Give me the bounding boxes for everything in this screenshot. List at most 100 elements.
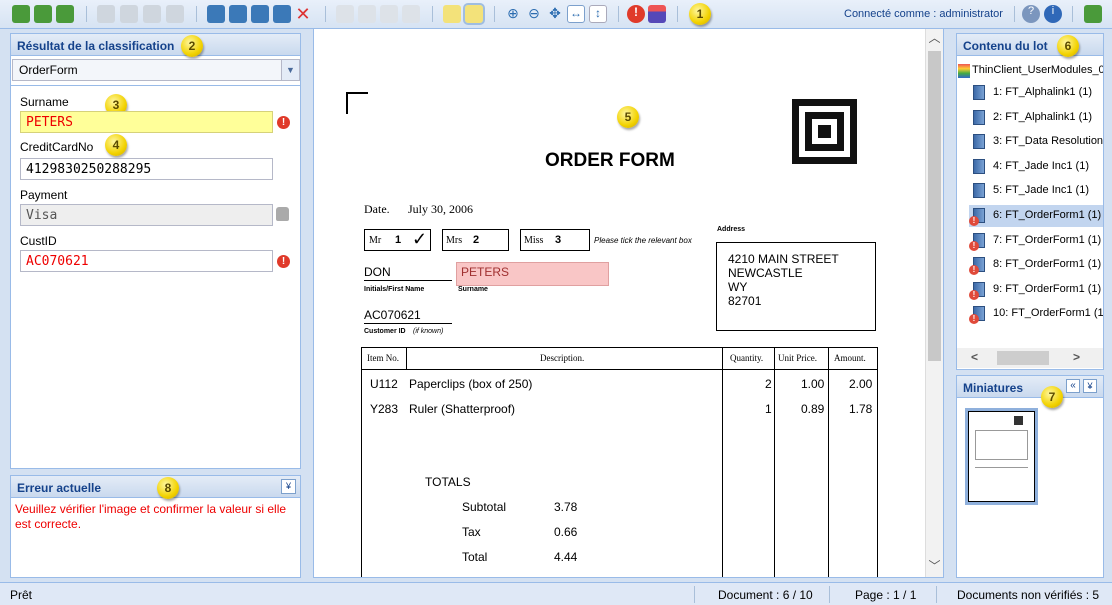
class-select[interactable]: OrderForm ▼ [12, 59, 300, 81]
prev-document-icon[interactable] [229, 5, 247, 23]
col-header: Amount. [834, 353, 866, 363]
cell: 1.00 [801, 377, 825, 391]
batch-open-icon[interactable] [12, 5, 30, 23]
document-icon [973, 85, 985, 100]
batch-close-icon[interactable] [56, 5, 74, 23]
vertical-scrollbar[interactable]: ︿ ﹀ [925, 29, 943, 577]
horizontal-scrollbar[interactable]: < > [957, 348, 1103, 368]
logout-icon[interactable] [1084, 5, 1102, 23]
error-icon: ! [969, 265, 979, 276]
cell: 1.78 [849, 402, 873, 416]
next-document-icon[interactable] [251, 5, 269, 23]
document-icon [973, 134, 985, 150]
first-name-label: Initials/First Name [364, 286, 425, 293]
callout-badge: 8 [157, 477, 179, 499]
tax-value: 0.66 [554, 525, 578, 539]
first-field-icon[interactable] [97, 5, 115, 23]
scrollbar-thumb[interactable] [928, 51, 941, 361]
first-page-icon[interactable] [336, 5, 354, 23]
class-select-value: OrderForm [19, 63, 78, 77]
error-icon: ! [969, 289, 979, 300]
customer-id-label: Customer ID [364, 328, 406, 335]
tree-item-document[interactable]: ! 8: FT_OrderForm1 (1) [969, 254, 1103, 276]
prev-page-icon[interactable] [358, 5, 376, 23]
title-box-mrs: Mrs 2 [442, 229, 509, 251]
zoom-in-icon[interactable]: ⊕ [507, 5, 519, 21]
callout-badge: 5 [617, 106, 639, 128]
chevron-down-icon[interactable]: ▼ [281, 60, 299, 80]
tick-note: Please tick the relevant box [594, 236, 692, 245]
registration-mark [346, 92, 368, 114]
col-header: Description. [540, 353, 585, 363]
zoom-out-icon[interactable]: ⊖ [528, 5, 540, 21]
tree-item-document[interactable]: 4: FT_Jade Inc1 (1) [969, 156, 1103, 178]
filter-icon[interactable] [648, 5, 666, 23]
tax-label: Tax [462, 525, 481, 539]
scroll-right-icon[interactable]: > [1073, 350, 1081, 364]
help-icon[interactable]: ? [1022, 5, 1040, 23]
last-field-icon[interactable] [166, 5, 184, 23]
doc-title: ORDER FORM [545, 150, 675, 171]
address-label: Address [717, 226, 746, 233]
scroll-up-icon[interactable]: ︿ [928, 31, 941, 45]
collapse-left-icon[interactable]: « [1066, 379, 1080, 393]
error-message: Veuillez vérifier l'image et confirmer l… [15, 502, 287, 531]
last-page-icon[interactable] [402, 5, 420, 23]
fit-page-icon[interactable]: ✥ [549, 5, 561, 21]
scrollbar-thumb[interactable] [997, 351, 1049, 365]
tree-item-document[interactable]: 5: FT_Jade Inc1 (1) [969, 180, 1103, 202]
tree-item-document[interactable]: ! 6: FT_OrderForm1 (1) [969, 205, 1103, 227]
page-thumbnail[interactable] [965, 408, 1038, 505]
delete-icon[interactable]: ✕ [295, 4, 311, 24]
cell: Paperclips (box of 250) [409, 377, 533, 391]
error-icon[interactable]: ! [627, 5, 645, 23]
cell: 2 [765, 377, 772, 391]
next-page-icon[interactable] [380, 5, 398, 23]
document-viewer[interactable]: ︿ ﹀ 5 ORDER FORM Date. July 30, 2006 Mr 1… [313, 28, 944, 578]
first-name: DON [364, 265, 391, 279]
current-error-title: Erreur actuelle [11, 476, 300, 498]
batch-root[interactable]: ThinClient_UserModules_0 [957, 64, 1103, 78]
scroll-left-icon[interactable]: < [971, 350, 979, 364]
address-box: 4210 MAIN STREET NEWCASTLE WY 82701 [716, 242, 876, 331]
status-ready: Prêt [10, 588, 33, 602]
tree-item-document[interactable]: ! 7: FT_OrderForm1 (1) [969, 230, 1103, 252]
tree-item-document[interactable]: 3: FT_Data Resolutions [969, 131, 1103, 153]
tree-item-document[interactable]: 1: FT_Alphalink1 (1) [969, 82, 1103, 104]
custid-input[interactable]: AC070621 [20, 250, 273, 272]
creditcard-input[interactable]: 4129830250288295 [20, 158, 273, 180]
customer-id-note: (if known) [413, 328, 444, 335]
batch-suspend-icon[interactable] [34, 5, 52, 23]
surname-label: Surname [20, 95, 69, 109]
cell: U112 [370, 377, 398, 391]
fit-width-icon[interactable]: ↔ [567, 5, 585, 23]
last-document-icon[interactable] [273, 5, 291, 23]
info-icon[interactable]: i [1044, 5, 1062, 23]
scroll-down-icon[interactable]: ﹀ [928, 559, 941, 573]
fit-height-icon[interactable]: ↕ [589, 5, 607, 23]
tree-item-document[interactable]: 2: FT_Alphalink1 (1) [969, 107, 1103, 129]
splitter-handle[interactable] [304, 300, 310, 320]
add-note-icon[interactable] [443, 5, 461, 23]
first-document-icon[interactable] [207, 5, 225, 23]
callout-badge: 3 [105, 94, 127, 116]
notes-icon[interactable] [463, 3, 485, 25]
collapse-icon[interactable]: ¥ [281, 479, 296, 494]
error-icon: ! [969, 216, 979, 226]
tree-item-document[interactable]: ! 9: FT_OrderForm1 (1) [969, 279, 1103, 301]
cell: 2.00 [849, 377, 873, 391]
prev-field-icon[interactable] [120, 5, 138, 23]
surname-input[interactable]: PETERS [20, 111, 273, 133]
error-icon: ! [969, 240, 979, 251]
error-icon: ! [277, 116, 290, 129]
date-value: July 30, 2006 [408, 202, 474, 216]
date-label: Date. [364, 202, 390, 216]
status-bar: Prêt Document : 6 / 10 Page : 1 / 1 Docu… [0, 582, 1112, 605]
tree-item-document[interactable]: ! 10: FT_OrderForm1 (1) [969, 303, 1103, 325]
total-label: Total [462, 550, 488, 564]
col-header: Item No. [367, 353, 399, 363]
title-box-miss: Miss 3 [520, 229, 590, 251]
cell: Ruler (Shatterproof) [409, 402, 516, 416]
collapse-icon[interactable]: ¥ [1083, 379, 1097, 393]
next-field-icon[interactable] [143, 5, 161, 23]
